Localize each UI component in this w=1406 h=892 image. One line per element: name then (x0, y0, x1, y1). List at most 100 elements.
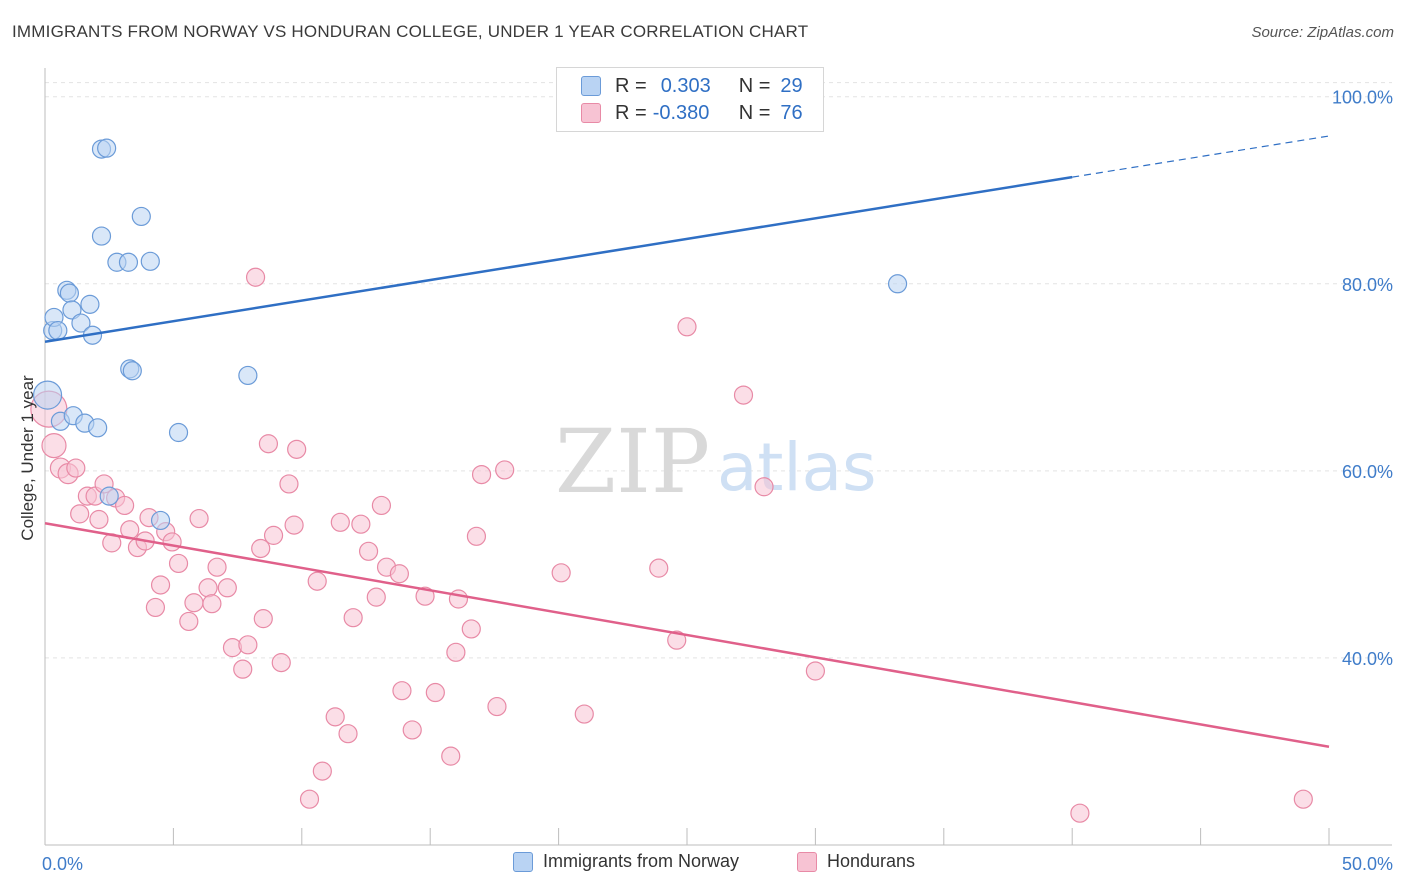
legend-swatch-norway (581, 76, 601, 96)
honduran-point (754, 477, 774, 497)
trend-lines (44, 135, 1330, 749)
honduran-point (168, 553, 189, 574)
norway-points (32, 83, 908, 531)
legend-n-value: 29 (780, 74, 803, 97)
correlation-legend: R = 0.303 N = 29 R = -0.380 N = 76 (556, 67, 824, 132)
norway-point (80, 294, 100, 314)
honduran-point (312, 761, 332, 781)
honduran-point (487, 696, 507, 717)
watermark-zip: ZIP (555, 410, 710, 513)
bottom-legend-hondurans: Hondurans (797, 851, 915, 872)
honduran-point (667, 630, 687, 650)
x-tick-label-min: 0.0% (42, 854, 83, 874)
axes (44, 68, 1392, 846)
hondurans-trend-line (44, 522, 1330, 749)
norway-point (150, 510, 171, 531)
norway-point (168, 422, 189, 443)
honduran-point (41, 432, 67, 459)
honduran-point (89, 509, 109, 530)
norway-point (122, 361, 142, 381)
norway-point (118, 252, 139, 272)
y-tick-labels: 40.0% 60.0% 80.0% 100.0% (1332, 88, 1393, 669)
honduran-point (461, 619, 481, 639)
norway-point (99, 486, 119, 506)
honduran-point (325, 707, 345, 727)
honduran-point (70, 504, 90, 524)
honduran-point (251, 538, 271, 559)
honduran-point (366, 587, 386, 607)
honduran-point (466, 526, 487, 546)
honduran-point (179, 611, 199, 632)
norway-point (887, 274, 908, 294)
norway-trend-line (44, 175, 1073, 344)
bottom-legend-swatch-norway (513, 851, 533, 872)
honduran-point (115, 495, 135, 516)
honduran-point (307, 571, 327, 591)
norway-point (131, 206, 151, 227)
norway-point (59, 283, 79, 303)
legend-n-label: N = (738, 101, 771, 124)
honduran-point (184, 593, 204, 613)
honduran-point (299, 789, 320, 809)
norway-point (32, 380, 63, 410)
honduran-point (207, 557, 227, 577)
legend-r-value: -0.380 (652, 101, 710, 124)
bottom-legend-norway: Immigrants from Norway (513, 851, 739, 872)
legend-n-label: N = (738, 74, 771, 97)
honduran-point (253, 609, 273, 629)
honduran-point (284, 515, 304, 535)
legend-row-norway: R = 0.303 N = 29 (581, 73, 803, 99)
norway-point (140, 251, 160, 271)
norway-point (48, 320, 68, 341)
honduran-point (402, 720, 422, 740)
honduran-point (287, 439, 307, 459)
honduran-point (1293, 789, 1313, 809)
norway-trend-extension (1072, 135, 1330, 178)
honduran-point (446, 642, 466, 662)
honduran-point (471, 464, 492, 485)
bottom-legend-label-norway: Immigrants from Norway (543, 851, 740, 871)
honduran-point (189, 508, 209, 529)
honduran-point (425, 682, 445, 703)
legend-swatch-hondurans (581, 103, 601, 123)
honduran-point (389, 564, 409, 584)
honduran-point (238, 635, 258, 655)
y-tick-label: 60.0% (1342, 462, 1393, 482)
honduran-point (245, 267, 266, 287)
honduran-point (649, 558, 669, 578)
honduran-point (392, 681, 412, 701)
honduran-point (330, 512, 350, 532)
y-tick-label: 40.0% (1342, 649, 1393, 669)
honduran-point (279, 474, 299, 494)
honduran-point (733, 385, 754, 405)
honduran-point (145, 597, 166, 618)
y-tick-label: 80.0% (1342, 275, 1393, 295)
honduran-point (574, 704, 594, 724)
honduran-point (358, 541, 379, 561)
x-tick-label-max: 50.0% (1342, 854, 1393, 874)
legend-r-label: R = (615, 74, 647, 97)
legend-n-value: 76 (780, 101, 803, 124)
norway-point (91, 226, 112, 246)
norway-point (97, 138, 117, 158)
honduran-point (271, 653, 291, 673)
x-ticks (44, 828, 1330, 845)
honduran-point (551, 563, 571, 583)
norway-point (238, 365, 258, 386)
norway-point (71, 313, 91, 333)
honduran-point (371, 495, 392, 516)
y-tick-label: 100.0% (1332, 88, 1393, 108)
honduran-point (162, 532, 182, 552)
norway-point (62, 300, 82, 320)
y-axis-label: College, Under 1 year (18, 375, 37, 541)
honduran-point (263, 525, 284, 545)
honduran-point (217, 578, 237, 598)
honduran-point (805, 661, 826, 681)
honduran-point (202, 594, 222, 614)
honduran-point (441, 746, 461, 766)
hondurans-points (30, 267, 1313, 823)
honduran-point (198, 578, 218, 598)
bottom-legend-swatch-hondurans (797, 851, 817, 872)
honduran-point (66, 458, 86, 478)
